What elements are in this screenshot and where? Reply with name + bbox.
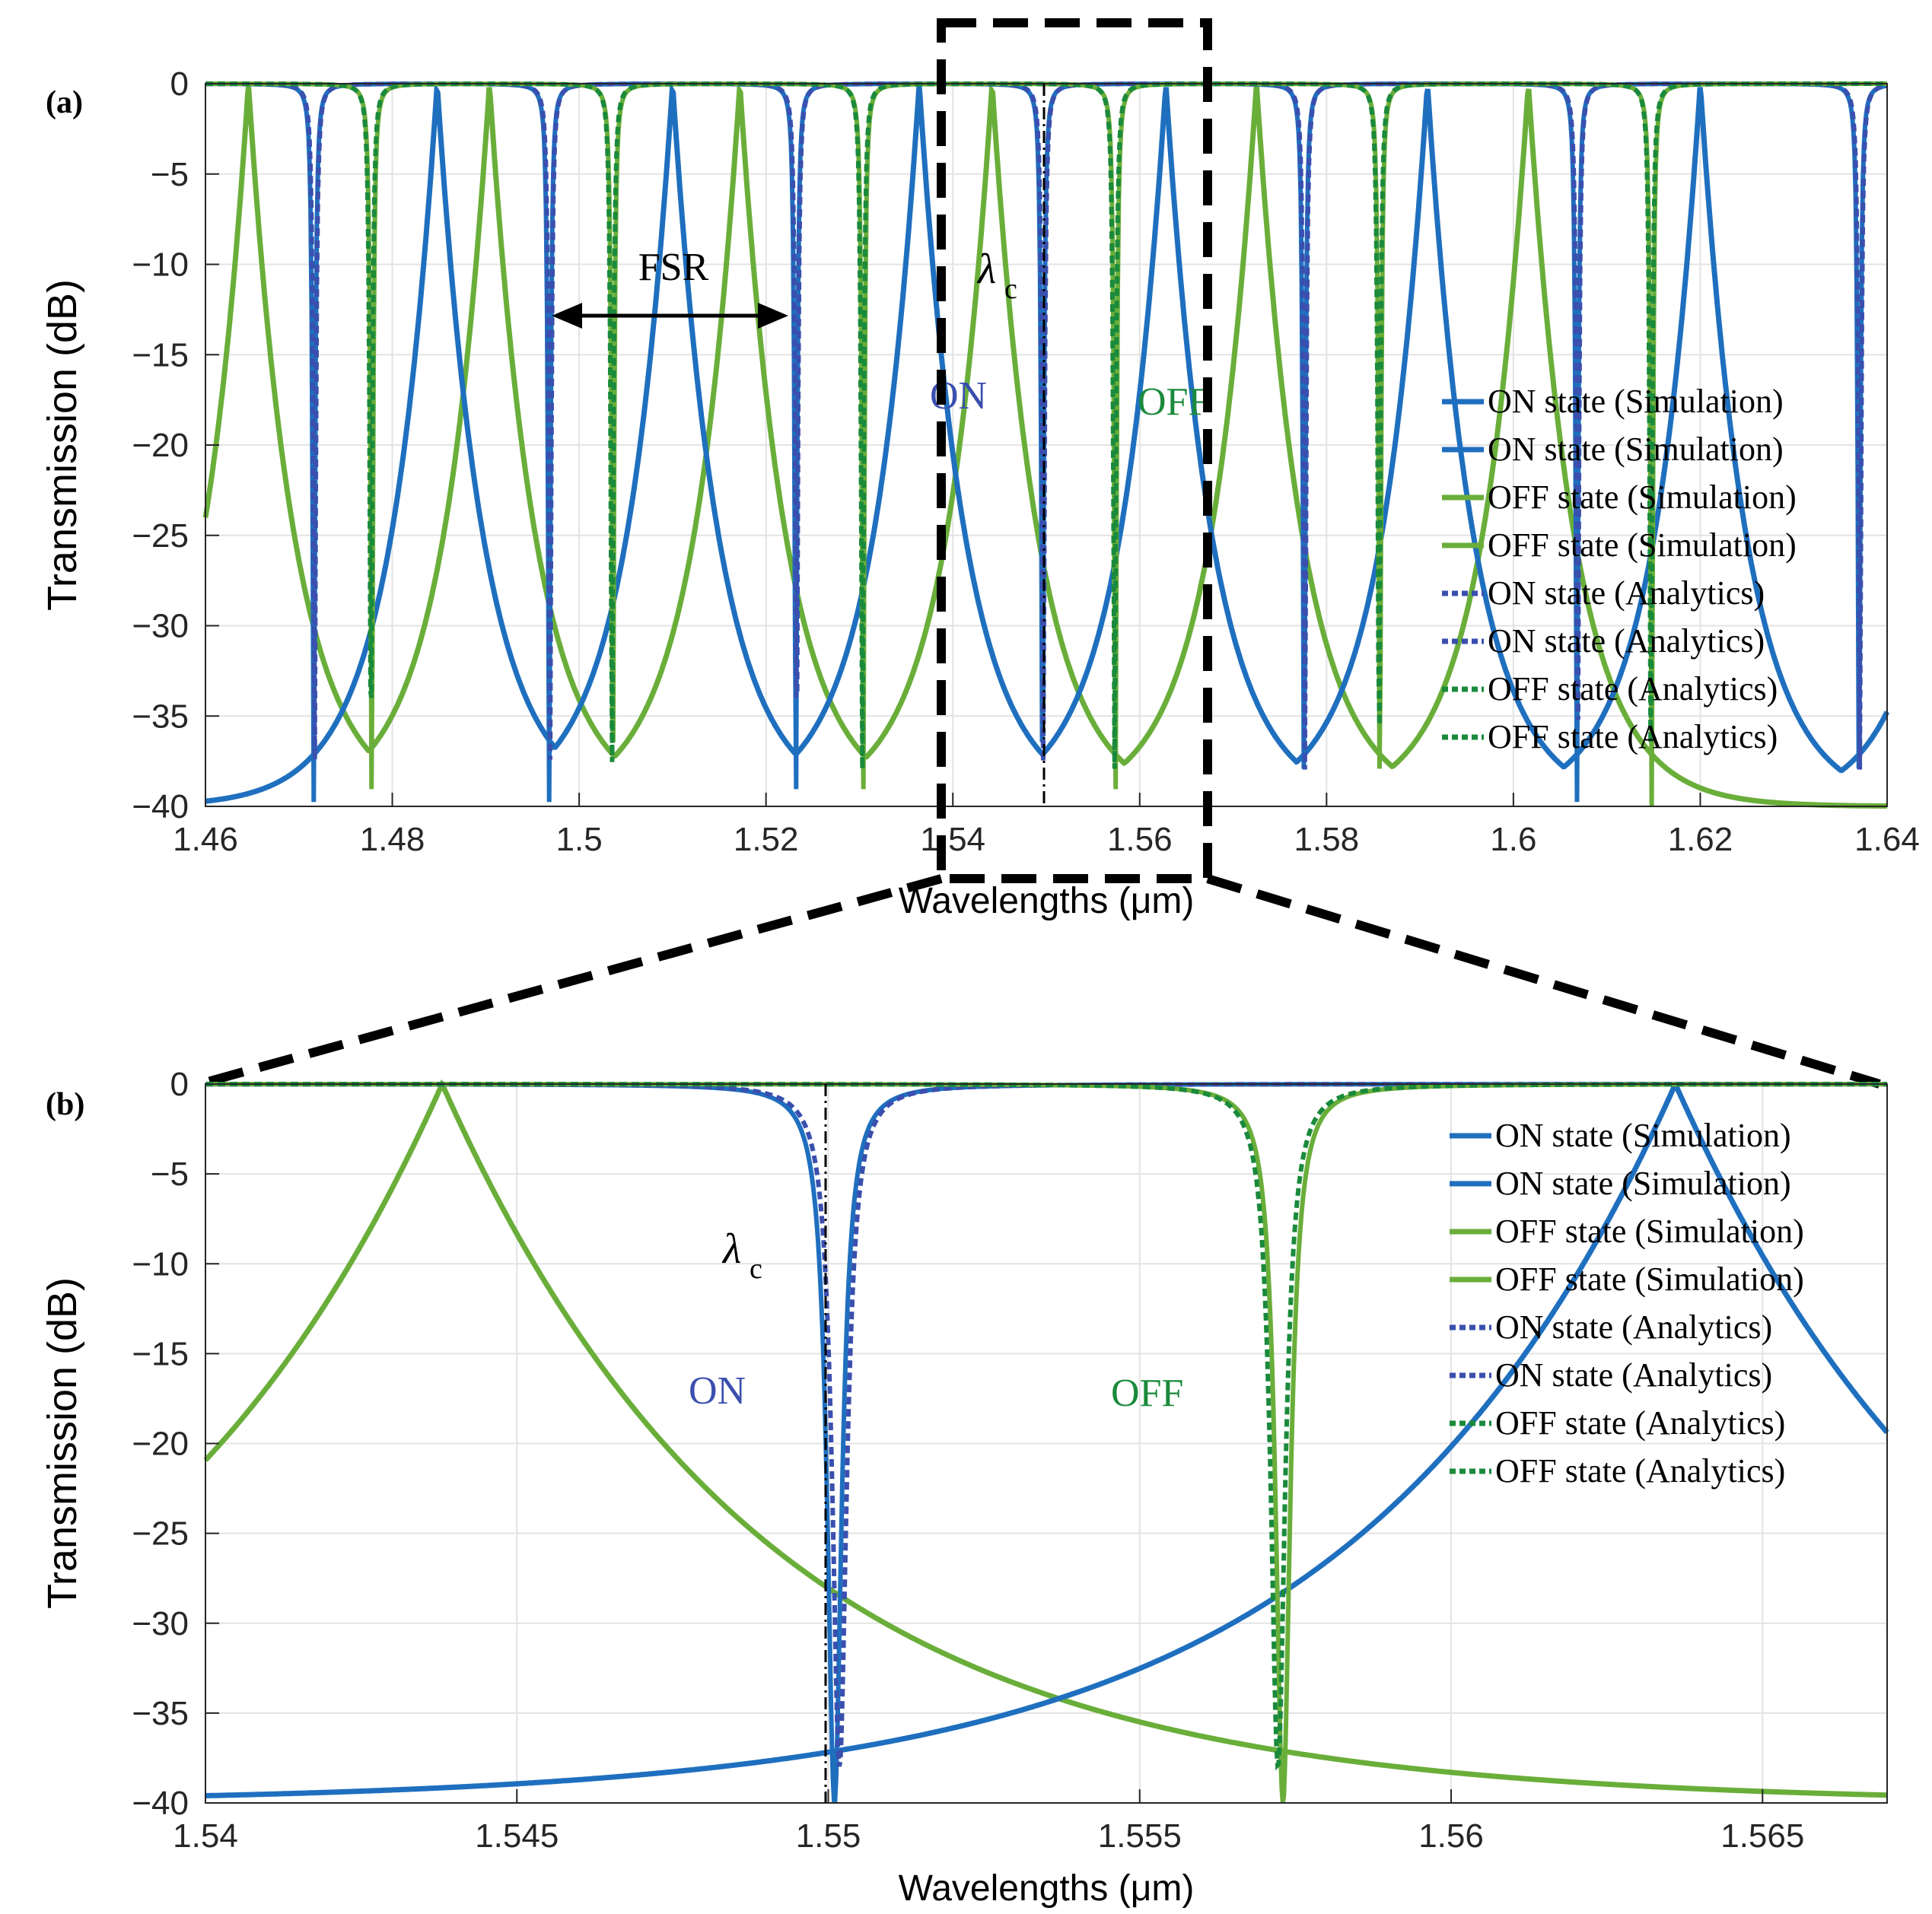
panel-a-label: (a)	[46, 85, 83, 120]
panel-b-lambda-subscript: c	[750, 1253, 762, 1285]
y-tick-label: 0	[170, 65, 189, 103]
x-tick-label: 1.55	[796, 1817, 861, 1855]
legend-entry: ON state (Simulation)	[1488, 431, 1784, 468]
y-tick-label: 0	[170, 1066, 189, 1103]
panel-b-ticks: 1.54 1.545 1.55 1.555 1.56 1.565 0 −5 −10 −15 −20 −…	[132, 1066, 1804, 1855]
x-tick-label: 1.6	[1490, 821, 1536, 858]
x-tick-label: 1.58	[1294, 821, 1360, 858]
legend-entry: ON state (Simulation)	[1495, 1165, 1791, 1202]
legend-entry: OFF state (Simulation)	[1488, 478, 1797, 516]
legend-entry: OFF state (Simulation)	[1495, 1261, 1804, 1298]
x-tick-label: 1.48	[360, 821, 425, 858]
y-tick-label: −30	[132, 1605, 189, 1642]
x-tick-label: 1.54	[920, 821, 985, 858]
y-tick-label: −20	[132, 1426, 189, 1463]
panel-b-label: (b)	[46, 1087, 84, 1122]
y-tick-label: −5	[151, 1156, 189, 1193]
panel-a-ticks: 1.46 1.48 1.5 1.52 1.54 1.56 1.58 1.6 1.62 1.64 0 −…	[132, 65, 1919, 858]
on-broad-curve	[205, 81, 1890, 804]
legend-entry: OFF state (Simulation)	[1488, 526, 1797, 564]
panel-b-xlabel: Wavelengths (μm)	[899, 1868, 1195, 1909]
off-broad-curve	[203, 1079, 1887, 1798]
legend-entry: ON state (Analytics)	[1495, 1356, 1772, 1394]
y-tick-label: −25	[132, 517, 189, 555]
x-tick-label: 1.46	[173, 821, 238, 858]
y-tick-label: −40	[132, 788, 189, 825]
x-tick-label: 1.56	[1418, 1817, 1484, 1855]
off-broad-curve	[202, 81, 1888, 809]
panel-a-off-label: OFF	[1138, 380, 1210, 424]
y-tick-label: −35	[132, 698, 189, 735]
y-tick-label: −25	[132, 1515, 189, 1553]
zoom-indicator	[198, 18, 1881, 1089]
legend-entry: OFF state (Analytics)	[1495, 1452, 1785, 1490]
panel-a: 1.46 1.48 1.5 1.52 1.54 1.56 1.58 1.6 1.62 1.64 0 −…	[40, 65, 1920, 921]
x-tick-label: 1.555	[1098, 1817, 1182, 1855]
y-tick-label: −15	[132, 336, 189, 374]
legend-entry: ON state (Simulation)	[1495, 1117, 1791, 1154]
x-tick-label: 1.545	[475, 1817, 559, 1855]
y-tick-label: −40	[132, 1785, 189, 1822]
fsr-arrow-left-head	[552, 303, 582, 329]
y-tick-label: −30	[132, 608, 189, 645]
legend-entry: OFF state (Analytics)	[1495, 1404, 1785, 1442]
legend-entry: ON state (Simulation)	[1488, 383, 1784, 420]
x-tick-label: 1.52	[734, 821, 799, 858]
panel-a-xlabel: Wavelengths (μm)	[899, 881, 1195, 921]
x-tick-label: 1.62	[1668, 821, 1733, 858]
panel-b-legend: ON state (Simulation) ON state (Simulatio…	[1450, 1117, 1804, 1490]
y-tick-label: −10	[132, 1245, 189, 1283]
y-tick-label: −10	[132, 246, 189, 284]
y-tick-label: −20	[132, 427, 189, 464]
panel-a-lambda-symbol: λ	[976, 246, 996, 293]
panel-b-on-label: ON	[689, 1369, 746, 1413]
zoom-connector-left	[198, 874, 943, 1089]
panel-b-off-label: OFF	[1111, 1372, 1183, 1415]
panel-a-ylabel: Transmission (dB)	[40, 279, 85, 611]
legend-entry: OFF state (Simulation)	[1495, 1213, 1804, 1250]
legend-entry: ON state (Analytics)	[1488, 622, 1765, 660]
legend-entry: ON state (Analytics)	[1488, 574, 1765, 612]
x-tick-label: 1.5	[556, 821, 603, 858]
x-tick-label: 1.64	[1854, 821, 1920, 858]
on-broad-curve	[205, 1082, 1889, 1798]
panel-a-lambda-subscript: c	[1004, 273, 1017, 305]
fsr-label: FSR	[638, 246, 709, 289]
zoom-box	[937, 18, 1212, 883]
legend-entry: OFF state (Analytics)	[1488, 670, 1778, 707]
zoom-connector-right	[1206, 874, 1881, 1089]
legend-entry: ON state (Analytics)	[1495, 1308, 1772, 1346]
fsr-arrow-right-head	[758, 303, 788, 329]
panel-b-lambda-symbol: λ	[721, 1226, 741, 1273]
panel-a-legend: ON state (Simulation) ON state (Simulatio…	[1442, 383, 1797, 755]
fsr-annotation: FSR	[552, 246, 788, 329]
x-tick-label: 1.56	[1107, 821, 1173, 858]
x-tick-label: 1.565	[1720, 1817, 1804, 1855]
legend-entry: OFF state (Analytics)	[1488, 718, 1778, 755]
y-tick-label: −5	[151, 156, 189, 193]
panel-b-ylabel: Transmission (dB)	[40, 1277, 85, 1609]
panel-b: 1.54 1.545 1.55 1.555 1.56 1.565 0 −5 −10 −15 −20 −…	[40, 1066, 1889, 1909]
y-tick-label: −15	[132, 1335, 189, 1372]
y-tick-label: −35	[132, 1695, 189, 1732]
x-tick-label: 1.54	[173, 1817, 238, 1855]
